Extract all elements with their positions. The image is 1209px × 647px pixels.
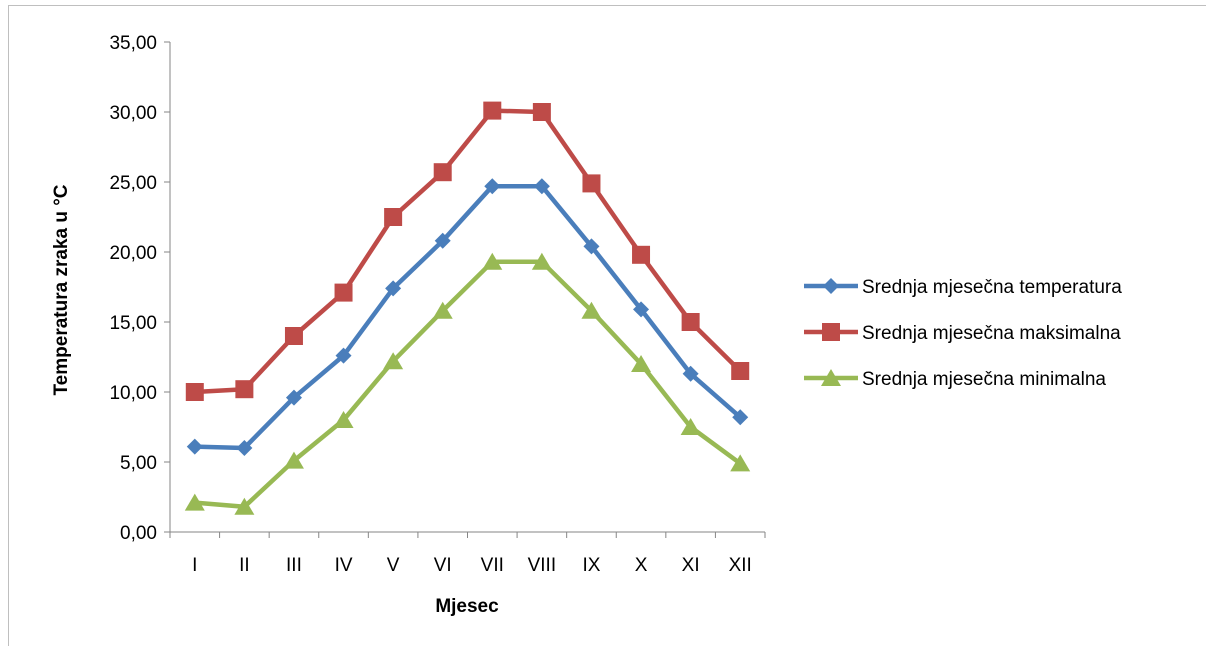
- square-marker: [532, 103, 551, 121]
- x-tick-label: XI: [682, 555, 700, 576]
- square-marker: [681, 313, 700, 331]
- square-marker: [433, 163, 452, 182]
- square-marker: [483, 101, 502, 120]
- chart-frame: [8, 5, 1206, 646]
- x-tick-label: I: [192, 555, 197, 576]
- triangle-marker: [283, 451, 304, 469]
- triangle-marker: [482, 252, 503, 270]
- series-2: [185, 101, 750, 401]
- square-marker: [334, 283, 353, 302]
- diamond-marker: [434, 232, 451, 249]
- square-marker: [284, 327, 303, 345]
- diamond-marker: [186, 438, 203, 455]
- square-marker: [632, 245, 651, 264]
- x-tick-label: VII: [481, 555, 504, 576]
- square-marker: [822, 323, 840, 341]
- triangle-marker: [234, 497, 255, 515]
- square-marker: [384, 208, 403, 226]
- triangle-marker: [184, 493, 205, 511]
- legend-item: Srednja mjesečna minimalna: [804, 369, 1106, 390]
- x-tick-label: X: [635, 555, 648, 576]
- square-marker: [582, 174, 601, 193]
- diamond-marker: [385, 280, 402, 297]
- x-tick-label: XII: [729, 555, 752, 576]
- diamond-marker: [236, 440, 253, 456]
- series-group: [184, 101, 751, 515]
- x-tick-label: III: [286, 555, 302, 576]
- y-tick-label: 25,00: [109, 173, 157, 194]
- diamond-marker: [484, 178, 501, 195]
- diamond-marker: [335, 347, 352, 364]
- x-tick-label: IX: [582, 555, 600, 576]
- square-marker: [235, 380, 254, 399]
- triangle-marker: [581, 301, 602, 319]
- y-tick-label: 35,00: [109, 33, 157, 54]
- diamond-marker: [633, 301, 650, 318]
- legend-item: Srednja mjesečna maksimalna: [804, 323, 1121, 344]
- x-tick-label: V: [387, 555, 400, 576]
- square-marker: [185, 383, 204, 401]
- y-axis-title: Temperatura zraka u °C: [51, 184, 72, 395]
- triangle-marker: [680, 418, 701, 435]
- y-tick-label: 30,00: [109, 103, 157, 124]
- diamond-marker: [583, 238, 600, 255]
- x-tick-label: II: [239, 555, 250, 576]
- series-3: [184, 252, 751, 515]
- legend-label: Srednja mjesečna minimalna: [862, 369, 1106, 390]
- diamond-marker: [823, 278, 839, 294]
- triangle-marker: [333, 411, 354, 428]
- y-tick-label: 5,00: [120, 453, 157, 474]
- diamond-marker: [732, 409, 749, 426]
- x-axis-title: Mjesec: [435, 596, 499, 617]
- series-line: [192, 259, 743, 510]
- legend-label: Srednja mjesečna temperatura: [862, 277, 1122, 298]
- x-tick-label: VI: [434, 555, 452, 576]
- y-tick-label: 15,00: [109, 313, 157, 334]
- triangle-marker: [631, 355, 652, 372]
- diamond-marker: [285, 389, 302, 406]
- triangle-marker: [383, 352, 404, 370]
- diamond-marker: [682, 365, 699, 382]
- triangle-marker: [531, 252, 552, 270]
- triangle-marker: [821, 369, 841, 386]
- series-line: [192, 183, 743, 451]
- legend-label: Srednja mjesečna maksimalna: [862, 323, 1121, 344]
- triangle-marker: [432, 301, 453, 319]
- diamond-marker: [533, 178, 550, 195]
- triangle-marker: [730, 454, 751, 472]
- series-1: [186, 178, 749, 456]
- y-tick-label: 0,00: [120, 523, 157, 544]
- y-tick-label: 10,00: [109, 383, 157, 404]
- y-tick-label: 20,00: [109, 243, 157, 264]
- square-marker: [731, 362, 750, 380]
- x-tick-label: IV: [335, 555, 353, 576]
- legend-item: Srednja mjesečna temperatura: [804, 277, 1122, 298]
- legend: Srednja mjesečna temperatura Srednja mjes…: [804, 277, 1122, 390]
- series-line: [192, 108, 743, 395]
- x-tick-label: VIII: [528, 555, 557, 576]
